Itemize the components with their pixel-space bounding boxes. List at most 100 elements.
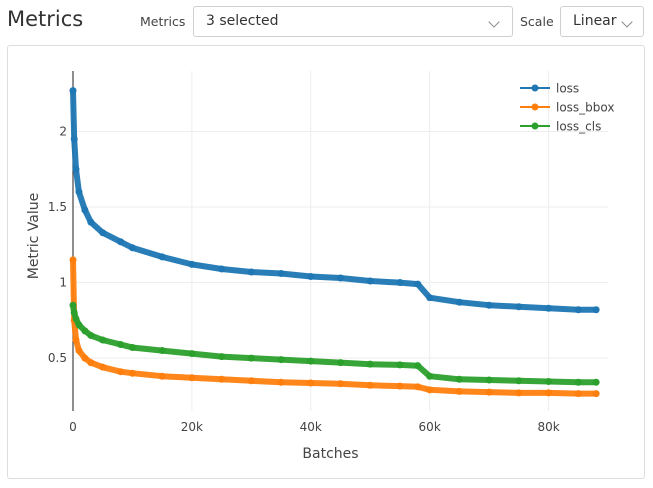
data-point-loss <box>414 280 422 288</box>
data-point-loss <box>218 265 226 273</box>
data-point-loss <box>128 244 136 252</box>
data-point-loss_bbox <box>99 363 107 371</box>
data-point-loss_bbox <box>307 379 315 387</box>
x-tick-label: 40k <box>300 420 322 434</box>
data-point-loss_cls <box>337 359 344 367</box>
x-tick-label: 20k <box>181 420 203 434</box>
data-point-loss_bbox <box>414 383 422 391</box>
data-point-loss_cls <box>545 378 553 386</box>
scale-select[interactable]: Linear <box>560 6 644 37</box>
data-point-loss <box>72 165 80 173</box>
y-tick-label: 1 <box>59 276 67 290</box>
legend-label-loss: loss <box>556 82 579 96</box>
metrics-label: Metrics <box>140 14 186 29</box>
data-point-loss_cls <box>72 315 80 323</box>
chevron-down-icon <box>621 16 633 28</box>
data-point-loss_cls <box>277 356 285 364</box>
data-point-loss_cls <box>414 362 422 370</box>
data-point-loss_cls <box>455 375 463 383</box>
metrics-select[interactable]: 3 selected <box>193 6 513 37</box>
data-point-loss <box>70 135 78 143</box>
x-axis-title: Batches <box>302 446 358 462</box>
data-point-loss_cls <box>69 301 77 309</box>
data-point-loss_cls <box>247 354 255 362</box>
data-point-loss_bbox <box>188 374 196 382</box>
data-point-loss_bbox <box>87 359 95 367</box>
data-point-loss <box>545 304 553 312</box>
y-tick-label: 2 <box>59 124 67 138</box>
data-point-loss_bbox <box>128 369 136 377</box>
data-point-loss_bbox <box>515 389 523 397</box>
data-point-loss_cls <box>128 344 136 352</box>
data-point-loss_cls <box>117 341 125 349</box>
data-point-loss <box>515 303 523 311</box>
scale-label: Scale <box>520 14 554 29</box>
data-point-loss_cls <box>81 327 89 335</box>
data-point-loss_bbox <box>69 256 77 264</box>
data-point-loss <box>396 279 404 287</box>
legend-label-loss_bbox: loss_bbox <box>556 101 615 115</box>
data-point-loss_cls <box>426 372 434 380</box>
data-point-loss_bbox <box>117 368 125 376</box>
y-tick-label: 0.5 <box>48 351 67 365</box>
x-tick-label: 80k <box>537 420 559 434</box>
data-point-loss_bbox <box>72 336 80 344</box>
page-title: Metrics <box>7 7 84 31</box>
data-point-loss_cls <box>70 309 78 317</box>
scale-select-value: Linear <box>573 13 617 29</box>
data-point-loss_cls <box>75 321 83 329</box>
data-point-loss_cls <box>87 331 95 339</box>
legend-label-loss_cls: loss_cls <box>556 120 601 134</box>
series-line-loss <box>70 87 600 313</box>
data-point-loss_cls <box>218 353 226 361</box>
data-point-loss <box>455 298 463 306</box>
data-point-loss <box>81 206 89 214</box>
data-point-loss_cls <box>485 376 493 384</box>
legend-marker-loss <box>531 84 539 92</box>
data-point-loss_cls <box>366 360 374 368</box>
x-tick-label: 60k <box>419 420 441 434</box>
data-point-loss <box>307 273 315 281</box>
data-point-loss_bbox <box>545 389 553 397</box>
data-point-loss_bbox <box>455 387 463 395</box>
data-point-loss_bbox <box>426 386 434 394</box>
data-point-loss_bbox <box>366 381 374 389</box>
data-point-loss_cls <box>396 361 404 369</box>
data-point-loss <box>117 238 125 246</box>
data-point-loss_bbox <box>337 380 344 388</box>
legend-marker-loss_bbox <box>531 103 539 111</box>
data-point-loss <box>366 277 374 285</box>
data-point-loss_bbox <box>75 347 83 355</box>
y-tick-label: 1.5 <box>48 200 67 214</box>
y-axis-title: Metric Value <box>26 193 42 279</box>
data-point-loss <box>75 188 83 196</box>
data-point-loss <box>247 268 255 276</box>
data-point-loss <box>485 301 493 309</box>
data-point-loss_bbox <box>396 382 404 390</box>
data-point-loss <box>277 269 285 277</box>
data-point-loss <box>337 274 344 282</box>
data-point-loss <box>592 306 600 314</box>
data-point-loss <box>574 306 582 314</box>
data-point-loss_bbox <box>485 388 493 396</box>
data-point-loss_bbox <box>247 377 255 385</box>
chart-panel: 0 20k 40k 60k 80k 0.5 1 1.5 2 Batches Metric Value… <box>7 45 645 479</box>
data-point-loss <box>69 87 77 95</box>
data-point-loss_cls <box>574 378 582 386</box>
data-point-loss <box>158 253 166 261</box>
data-point-loss_cls <box>515 377 523 385</box>
series-line-loss_cls <box>70 302 600 386</box>
data-point-loss <box>87 218 95 226</box>
data-point-loss_cls <box>99 336 107 344</box>
data-point-loss <box>188 260 196 268</box>
data-point-loss_bbox <box>277 378 285 386</box>
data-point-loss_cls <box>592 378 600 386</box>
data-point-loss_cls <box>188 350 196 358</box>
data-point-loss_bbox <box>574 390 582 398</box>
data-point-loss <box>426 294 434 302</box>
data-point-loss_bbox <box>81 354 89 362</box>
data-point-loss_cls <box>307 357 315 365</box>
data-point-loss_bbox <box>158 372 166 380</box>
metrics-select-value: 3 selected <box>206 13 279 29</box>
